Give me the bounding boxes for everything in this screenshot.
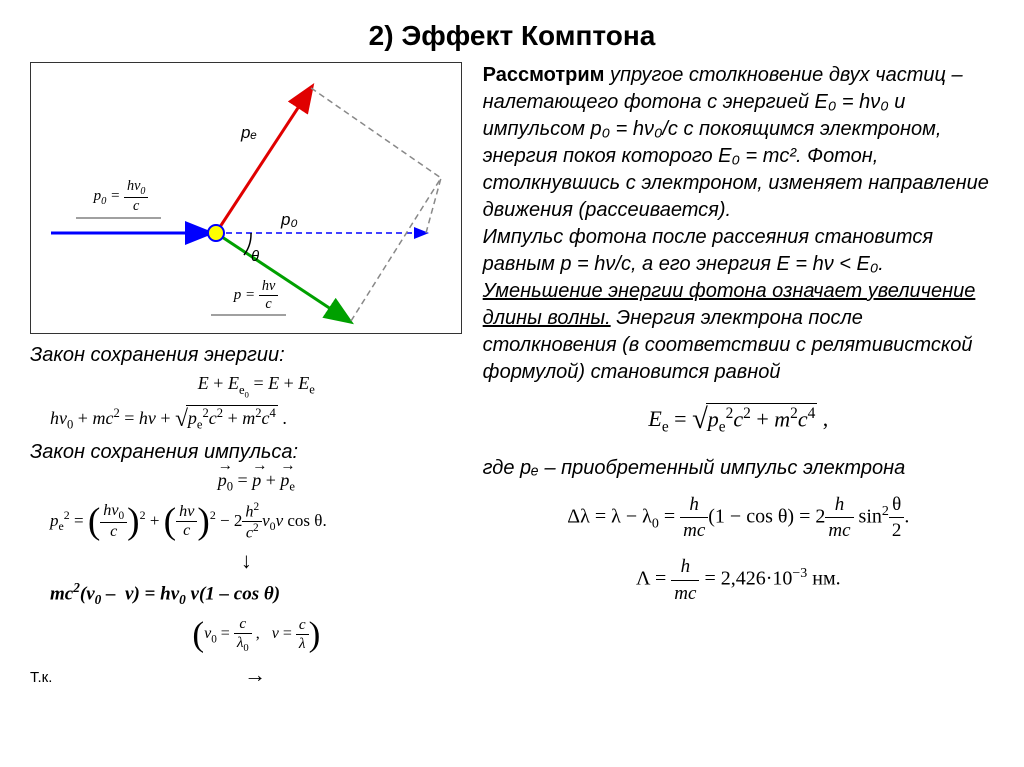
theta-label: θ xyxy=(251,248,259,265)
pe-caption: где pₑ – приобретенный импульс электрона xyxy=(483,455,994,482)
eq-pe-squared: pe2 = (hν0c)2 + (hνc)2 − 2h2c2ν0ν cos θ. xyxy=(50,501,463,543)
p0-scattered-label: p₀ xyxy=(280,210,298,229)
paragraph-1: Рассмотрим упругое столкновение двух час… xyxy=(483,62,994,224)
diagram-svg: θ p0 = hν0c pₑ p₀ p = hνc xyxy=(31,63,461,333)
right-column: Рассмотрим упругое столкновение двух час… xyxy=(483,62,994,688)
compton-diagram: θ p0 = hν0c pₑ p₀ p = hνc xyxy=(30,62,462,334)
paragraph-2: Импульс фотона после рассеяния становитс… xyxy=(483,224,994,386)
eq-delta-lambda: Δλ = λ − λ0 = hmc(1 − cos θ) = 2hmc sin2… xyxy=(483,492,994,544)
page-title: 2) Эффект Комптона xyxy=(30,20,994,52)
eq-momentum-vec: p0 = p + pe xyxy=(50,470,463,495)
arrow-down-icon: ↓ xyxy=(30,548,463,574)
left-column: θ p0 = hν0c pₑ p₀ p = hνc xyxy=(30,62,463,688)
eq-compton-wavelength: Λ = hmc = 2,426·10−3 нм. xyxy=(483,554,994,606)
energy-law-title: Закон сохранения энергии: xyxy=(30,344,463,367)
eq-nu-lambda: (ν0 = cλ0 , ν = cλ) xyxy=(50,615,463,654)
eq-energy-symbolic: E + Ee0 = E + Ee xyxy=(50,373,463,399)
eq-result: mc2(ν0 – ν) = hν0 ν(1 – cos θ) xyxy=(50,580,463,608)
pe-label: pₑ xyxy=(240,123,257,142)
content: θ p0 = hν0c pₑ p₀ p = hνc xyxy=(30,62,994,688)
momentum-law-title: Закон сохранения импульса: xyxy=(30,441,463,464)
since-label: Т.к. → xyxy=(30,662,463,688)
eq-energy-full: hν0 + mc2 = hν + √pe2c2 + m2c4 . xyxy=(50,405,463,433)
eq-electron-energy: Ee = √pe2c2 + m2c4 , xyxy=(483,401,994,440)
